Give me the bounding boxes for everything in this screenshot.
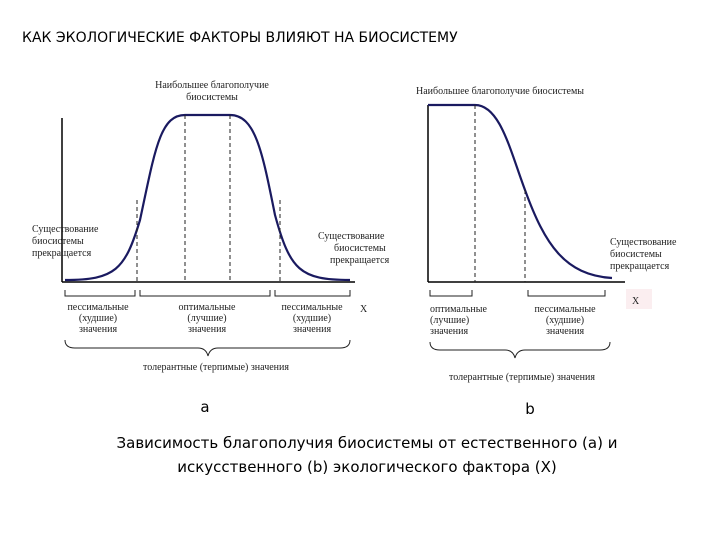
text-line: Наибольшее благополучие [155, 80, 269, 91]
right-label: Существование биосистемы прекращается [610, 237, 677, 272]
text-line: прекращается [330, 255, 390, 266]
text-line: пессимальные [281, 302, 343, 313]
text-line: пессимальные [67, 302, 129, 313]
text-line: искусственного (b) экологического фактор… [177, 458, 557, 476]
bracket [429, 290, 606, 297]
bottom-label: толерантные (терпимые) значения [143, 362, 289, 373]
title: КАК ЭКОЛОГИЧЕСКИЕ ФАКТОРЫ ВЛИЯЮТ НА БИОС… [22, 30, 458, 46]
text-line: прекращается [32, 248, 92, 259]
zone-label: пессимальные (худшие) значения [281, 302, 343, 335]
brace [64, 339, 351, 357]
zone-label: пессимальные (худшие) значения [534, 304, 596, 337]
caption: Зависимость благополучия биосистемы от е… [117, 434, 618, 476]
text-line: (худшие) [546, 315, 584, 326]
text-line: значения [430, 326, 469, 337]
text-line: оптимальные [179, 302, 236, 313]
text-line: значения [546, 326, 585, 337]
text-line: биосистемы [610, 249, 662, 260]
text-line: значения [79, 324, 118, 335]
text-line: биосистемы [186, 92, 238, 103]
zone-label: оптимальные (лучшие) значения [179, 302, 236, 335]
right-label: Существование биосистемы прекращается [318, 231, 390, 266]
text-line: значения [188, 324, 227, 335]
text-line: (лучшие) [187, 313, 226, 324]
text-line: Существование [610, 237, 677, 248]
text-line: биосистемы [334, 243, 386, 254]
text-line: (лучшие) [430, 315, 469, 326]
zone-label: пессимальные (худшие) значения [67, 302, 129, 335]
bracket [64, 290, 351, 297]
diagram-b: Наибольшее благополучие биосистемы Сущес… [416, 86, 677, 418]
letter: b [525, 400, 535, 418]
text-line: Существование [32, 224, 99, 235]
zone-label: оптимальные (лучшие) значения [430, 304, 487, 337]
text-line: Зависимость благополучия биосистемы от е… [117, 434, 618, 452]
text-line: пессимальные [534, 304, 596, 315]
letter: a [200, 398, 209, 416]
curve [64, 113, 351, 282]
text-line: значения [293, 324, 332, 335]
text-line: Существование [318, 231, 385, 242]
axis-label: X [632, 296, 640, 307]
axis-label: X [360, 304, 368, 315]
axis-label-bg [626, 289, 652, 309]
text-line: (худшие) [293, 313, 331, 324]
brace [429, 341, 611, 359]
top-label: Наибольшее благополучие биосистемы [155, 80, 269, 103]
text-line: биосистемы [32, 236, 84, 247]
diagram-a: Наибольшее благополучие биосистемы Сущест… [32, 80, 390, 416]
top-label: Наибольшее благополучие биосистемы [416, 86, 584, 97]
text-line: (худшие) [79, 313, 117, 324]
curve [428, 103, 613, 280]
text-line: прекращается [610, 261, 670, 272]
bottom-label: толерантные (терпимые) значения [449, 372, 595, 383]
text-line: оптимальные [430, 304, 487, 315]
left-label: Существование биосистемы прекращается [32, 224, 99, 259]
